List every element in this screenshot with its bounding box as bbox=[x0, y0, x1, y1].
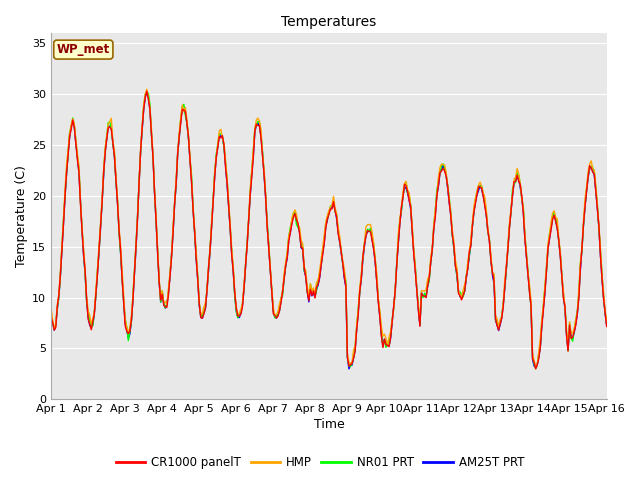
AM25T PRT bbox=[367, 226, 374, 231]
NR01 PRT bbox=[47, 313, 55, 319]
AM25T PRT bbox=[152, 218, 160, 224]
AM25T PRT bbox=[385, 343, 393, 348]
NR01 PRT bbox=[532, 366, 540, 372]
CR1000 panelT bbox=[532, 366, 540, 372]
HMP bbox=[365, 222, 373, 228]
Title: Temperatures: Temperatures bbox=[281, 15, 376, 29]
NR01 PRT bbox=[143, 90, 150, 96]
NR01 PRT bbox=[152, 219, 160, 225]
CR1000 panelT bbox=[538, 324, 546, 329]
Y-axis label: Temperature (C): Temperature (C) bbox=[15, 165, 28, 267]
HMP bbox=[63, 162, 70, 168]
CR1000 panelT bbox=[63, 169, 70, 175]
HMP bbox=[538, 317, 546, 323]
X-axis label: Time: Time bbox=[314, 419, 344, 432]
NR01 PRT bbox=[384, 339, 392, 345]
AM25T PRT bbox=[345, 366, 353, 372]
Line: HMP: HMP bbox=[51, 89, 607, 367]
HMP bbox=[143, 86, 150, 92]
HMP bbox=[603, 318, 611, 324]
NR01 PRT bbox=[603, 320, 611, 326]
Legend: CR1000 panelT, HMP, NR01 PRT, AM25T PRT: CR1000 panelT, HMP, NR01 PRT, AM25T PRT bbox=[111, 452, 529, 474]
AM25T PRT bbox=[143, 89, 150, 95]
Line: AM25T PRT: AM25T PRT bbox=[51, 92, 607, 369]
Line: NR01 PRT: NR01 PRT bbox=[51, 93, 607, 369]
HMP bbox=[384, 343, 392, 349]
HMP bbox=[152, 213, 160, 218]
CR1000 panelT bbox=[143, 88, 150, 94]
CR1000 panelT bbox=[152, 218, 160, 224]
AM25T PRT bbox=[397, 207, 405, 213]
HMP bbox=[532, 364, 540, 370]
Text: WP_met: WP_met bbox=[57, 43, 110, 56]
AM25T PRT bbox=[63, 170, 70, 176]
CR1000 panelT bbox=[47, 314, 55, 320]
AM25T PRT bbox=[538, 322, 546, 328]
AM25T PRT bbox=[603, 322, 611, 328]
NR01 PRT bbox=[538, 321, 546, 326]
Line: CR1000 panelT: CR1000 panelT bbox=[51, 91, 607, 369]
HMP bbox=[396, 216, 404, 222]
CR1000 panelT bbox=[396, 221, 404, 227]
NR01 PRT bbox=[365, 228, 373, 234]
CR1000 panelT bbox=[365, 228, 373, 234]
HMP bbox=[47, 305, 55, 311]
AM25T PRT bbox=[47, 312, 55, 318]
CR1000 panelT bbox=[603, 324, 611, 329]
NR01 PRT bbox=[63, 169, 70, 175]
CR1000 panelT bbox=[384, 342, 392, 348]
NR01 PRT bbox=[396, 217, 404, 223]
